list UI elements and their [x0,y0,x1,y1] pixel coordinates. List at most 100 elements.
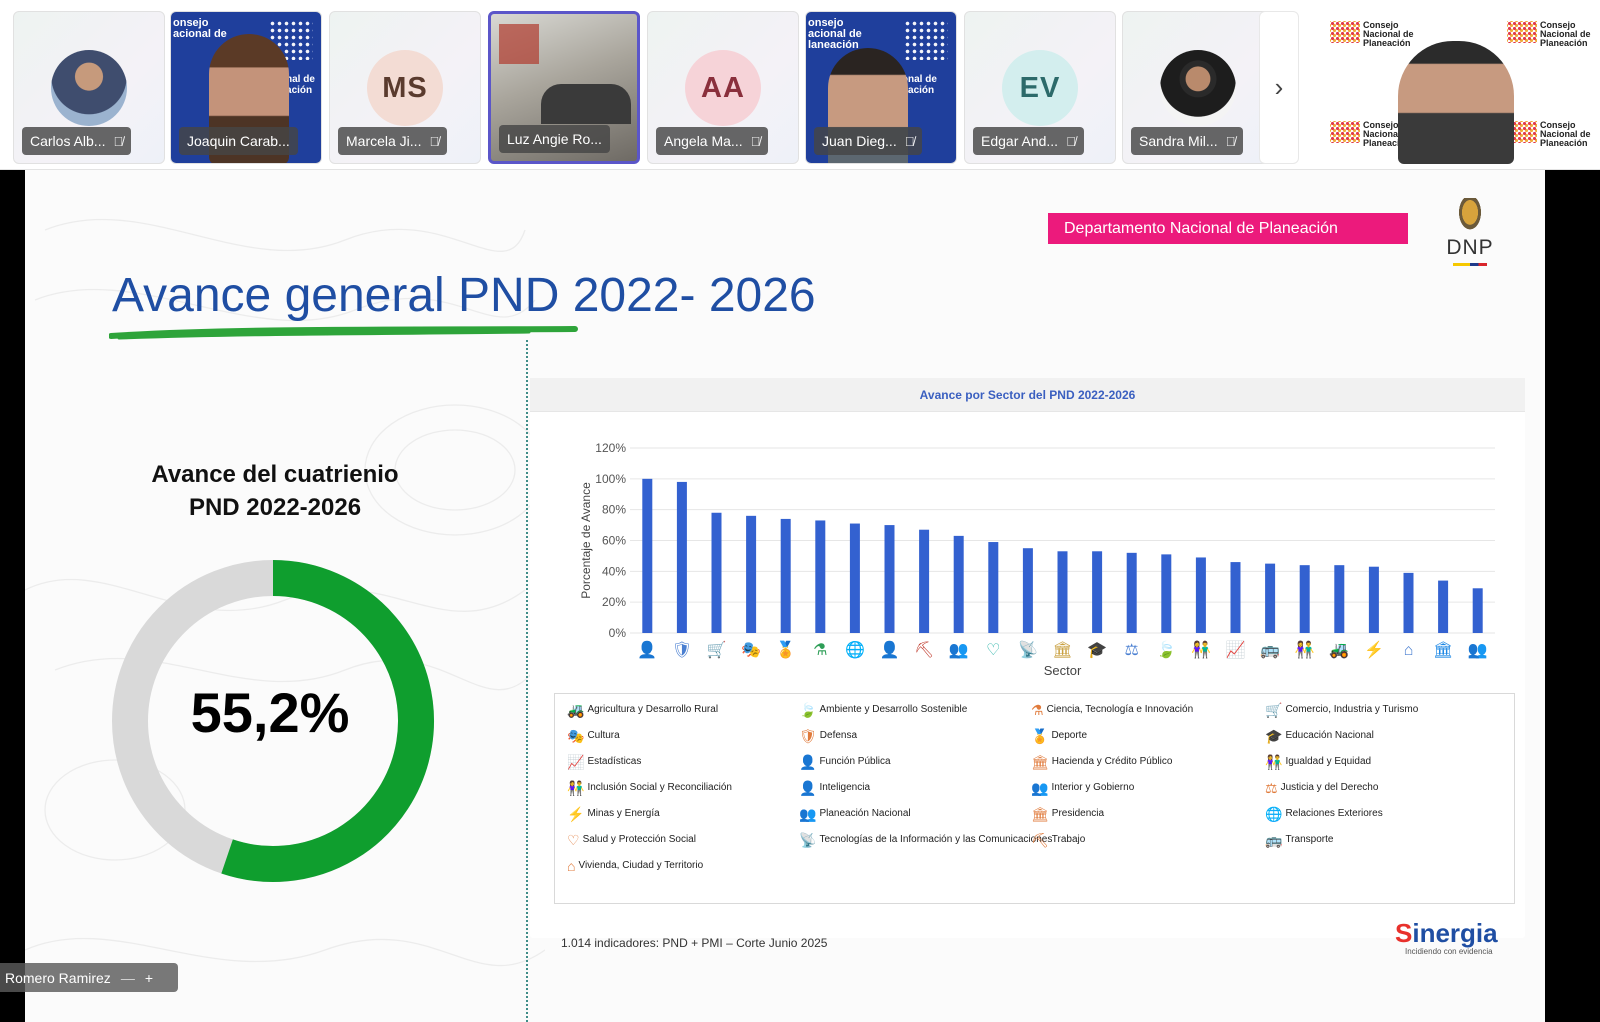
legend-item: 🍃 Ambiente y Desarrollo Sostenible [799,703,967,717]
participant-tile-active-speaker[interactable]: Luz Angie Ro... [488,11,640,164]
colombia-crest-icon [1456,198,1484,234]
participant-tile[interactable]: onsejo acional de acional de laneación Joa… [170,11,322,164]
legend-label: Comercio, Industria y Turismo [1285,704,1419,715]
legend-sector-icon: 📡 [799,832,817,848]
sector-icon: 🍃 [1156,640,1176,659]
legend-label: Hacienda y Crédito Público [1051,756,1173,767]
sector-icon: ⛏ [914,641,934,659]
mic-muted-icon: 🎙̸ [113,133,124,149]
participant-name-label: Joaquin Carab... [179,127,298,155]
mic-muted-icon: 🎙̸ [429,133,440,149]
sector-icon: ♡ [986,642,1000,659]
participant-name-label: Sandra Mil... 🎙̸ [1131,127,1244,155]
legend-label: Vivienda, Ciudad y Territorio [578,860,704,871]
legend-item: 👫 Igualdad y Equidad [1265,755,1372,769]
sector-icon: 👥 [1468,642,1488,659]
sector-icon: 👤 [637,640,657,659]
chart-legend: 🚜 Agricultura y Desarrollo Rural 🍃 Ambiente… [554,693,1515,904]
y-tick-label: 120% [595,441,626,455]
legend-item: 👤 Función Pública [799,755,891,769]
legend-label: Trabajo [1051,834,1086,845]
participant-name-label: Carlos Alb... 🎙̸ [22,127,132,155]
participant-name-label: Edgar And... 🎙̸ [973,127,1084,155]
participant-video [541,84,631,124]
y-tick-label: 40% [602,564,626,578]
sector-icon: 🏅 [776,640,796,659]
legend-sector-icon: ⚡ [567,806,585,822]
legend-label: Igualdad y Equidad [1285,756,1372,767]
sector-icon: 🏛 [1433,641,1453,659]
sector-icon: ⚖ [1125,642,1139,659]
presenter-name-bar[interactable]: Romero Ramirez — + [0,963,178,992]
participant-tile[interactable]: AA Angela Ma... 🎙̸ [647,11,799,164]
bar-14 [1092,551,1103,633]
legend-label: Planeación Nacional [819,808,911,819]
section-divider [526,340,528,1022]
bar-3 [711,512,722,633]
logo-dots-icon [904,20,948,60]
participant-tile[interactable]: EV Edgar And... 🎙̸ [964,11,1116,164]
bar-8 [884,525,895,633]
legend-label: Transporte [1285,834,1334,845]
participant-tile[interactable]: onsejo acional de laneación acional de lane… [805,11,957,164]
legend-item: 🚌 Transporte [1265,832,1334,848]
minimize-button[interactable]: — [120,969,135,986]
legend-sector-icon: 🚌 [1265,832,1283,848]
legend-sector-icon: 📈 [567,754,585,770]
self-view-video[interactable]: Consejo Nacional de Planeación Consejo Naci… [1322,11,1600,164]
participant-name-label: Angela Ma... 🎙̸ [656,127,769,155]
legend-item: ⚡ Minas y Energía [567,806,660,822]
participant-tile[interactable]: MS Marcela Ji... 🎙̸ [329,11,481,164]
legend-sector-icon: 🌐 [1265,806,1283,822]
legend-sector-icon: 🚜 [567,702,585,718]
video-logo-text: acional de laneación [266,74,315,96]
sector-icon: 🚌 [1260,642,1280,659]
legend-item: 🛒 Comercio, Industria y Turismo [1265,703,1419,717]
sector-icon: 👤 [880,640,900,659]
flag-stripe [1453,263,1487,266]
next-participants-button[interactable]: › [1259,11,1299,164]
legend-sector-icon: ⌂ [567,858,576,874]
bar-24 [1438,580,1449,633]
bar-6 [815,520,826,633]
legend-label: Defensa [819,730,858,741]
bar-16 [1161,554,1172,633]
legend-label: Presidencia [1051,808,1105,819]
shared-screen-slide: Departamento Nacional de Planeación DNP … [25,170,1545,1022]
bar-20 [1299,565,1310,633]
legend-sector-icon: 👥 [799,806,817,822]
video-logo-text: acional de laneación [888,74,937,96]
background-logo: Consejo Nacional de Planeación [1507,21,1591,48]
participant-tile[interactable]: Sandra Mil... 🎙̸ [1122,11,1274,164]
letterbox-left [0,170,25,1022]
sector-icon: 🛡 [672,641,692,659]
legend-item: 🎓 Educación Nacional [1265,729,1374,743]
sector-icon: 🎓 [1087,642,1107,659]
bar-13 [1057,551,1068,633]
legend-sector-icon: 🛡 [799,728,817,744]
legend-item: 🚜 Agricultura y Desarrollo Rural [567,702,718,718]
bar-11 [988,542,999,633]
legend-label: Educación Nacional [1285,730,1374,741]
legend-item: 👥 Planeación Nacional [799,806,911,822]
bar-5 [780,518,791,633]
legend-item: 📈 Estadísticas [567,754,641,770]
expand-button[interactable]: + [144,969,153,986]
legend-item: 🏛 Hacienda y Crédito Público [1031,755,1173,769]
legend-item: ⛏ Trabajo [1031,833,1086,847]
bar-23 [1403,572,1414,633]
background-logo: Consejo Nacional de Planeación [1330,21,1414,48]
legend-label: Interior y Gobierno [1051,782,1135,793]
presenter-name: Romero Ramirez [5,969,111,986]
legend-sector-icon: ⚖ [1265,780,1278,796]
legend-item: 👫 Inclusión Social y Reconciliación [567,781,732,795]
participant-tile[interactable]: Carlos Alb... 🎙̸ [13,11,165,164]
x-axis-label: Sector [1044,663,1082,678]
legend-sector-icon: 🏛 [1031,806,1049,822]
overall-percent: 55,2% [190,681,350,744]
sector-icon: 👫 [1191,640,1211,659]
participant-name-label: Juan Dieg... 🎙̸ [814,127,923,155]
sector-icon: ⚗ [813,642,827,659]
sector-icon: 🎭 [741,642,761,659]
